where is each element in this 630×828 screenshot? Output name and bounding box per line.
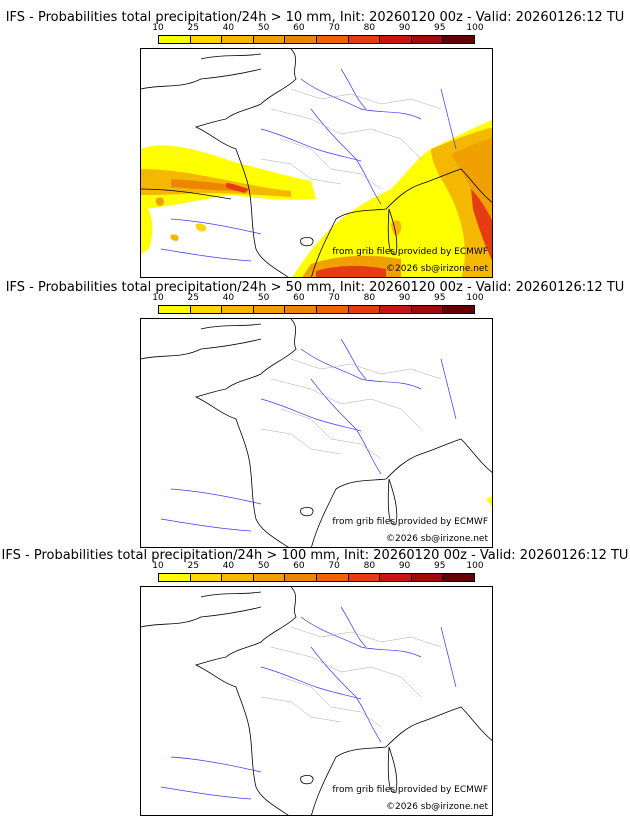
legend-swatch [443,306,474,313]
source-credit: from grib files provided by ECMWF [332,517,488,527]
admin-borders [260,88,442,190]
legend-label: 60 [293,23,305,33]
legend-bar [158,573,475,582]
rivers [160,606,457,800]
legend-swatch [222,306,254,313]
map-svg [141,49,492,277]
legend-bar [158,305,475,314]
legend-swatch [348,306,381,313]
copyright-credit: ©2026 sb@irizone.net [386,534,488,544]
legend-labels: 10 25 40 50 60 70 80 90 95 100 [152,561,483,573]
legend-swatch [380,36,412,43]
color-legend: 10 25 40 50 60 70 80 90 95 100 [152,561,484,585]
legend-swatch [348,36,381,43]
legend-label: 40 [222,561,235,571]
legend-label: 90 [398,23,411,33]
panel-10mm: IFS - Probabilities total precipitation/… [0,10,630,278]
rivers [160,68,457,262]
legend-label: 10 [152,23,164,33]
legend-swatch [380,306,412,313]
legend-label: 60 [293,561,305,571]
legend-label: 40 [222,23,235,33]
legend-swatch [190,36,223,43]
color-legend: 10 25 40 50 60 70 80 90 95 100 [152,293,484,317]
precip-probability-map: from grib files provided by ECMWF ©2026 … [140,48,493,278]
panel-title: IFS - Probabilities total precipitation/… [1,548,629,563]
panel-title: IFS - Probabilities total precipitation/… [5,10,625,25]
admin-borders [260,358,442,460]
legend-swatch [190,306,223,313]
copyright-credit: ©2026 sb@irizone.net [386,264,488,274]
legend-label: 70 [328,561,340,571]
source-credit: from grib files provided by ECMWF [332,247,488,257]
legend-swatch [253,36,286,43]
map-svg [141,319,492,547]
legend-label: 100 [466,561,484,571]
legend-swatch [159,306,191,313]
admin-borders [260,626,442,728]
legend-label: 40 [222,293,235,303]
legend-label: 80 [363,561,376,571]
legend-labels: 10 25 40 50 60 70 80 90 95 100 [152,23,483,35]
legend-label: 95 [434,561,446,571]
precip-probability-map: from grib files provided by ECMWF ©2026 … [140,586,493,816]
legend-label: 90 [398,561,411,571]
coastlines [141,587,492,815]
legend-swatch [380,574,412,581]
legend-swatch [222,574,254,581]
precip-field [141,119,492,277]
legend-swatch [443,36,474,43]
panel-title: IFS - Probabilities total precipitation/… [5,280,625,295]
legend-swatch [411,306,444,313]
legend-swatch [316,574,349,581]
legend-label: 70 [328,23,340,33]
legend-swatch [316,306,349,313]
legend-label: 50 [257,561,270,571]
legend-swatch [411,574,444,581]
legend-swatch [159,574,191,581]
precip-field [486,496,492,507]
legend-swatch [253,574,286,581]
legend-swatch [190,574,223,581]
legend-label: 100 [466,293,484,303]
map-svg [141,587,492,815]
legend-swatch [411,36,444,43]
legend-swatch [316,36,349,43]
legend-swatch [253,306,286,313]
legend-label: 95 [434,23,446,33]
legend-bar [158,35,475,44]
legend-label: 25 [187,293,199,303]
legend-label: 80 [363,293,376,303]
legend-label: 95 [434,293,446,303]
panel-50mm: IFS - Probabilities total precipitation/… [0,280,630,548]
legend-swatch [285,306,317,313]
legend-label: 60 [293,293,305,303]
legend-swatch [285,36,317,43]
coastlines [141,49,492,277]
panel-100mm: IFS - Probabilities total precipitation/… [0,548,630,816]
legend-swatch [159,36,191,43]
coastlines [141,319,492,547]
rivers [160,338,457,532]
precip-probability-map: from grib files provided by ECMWF ©2026 … [140,318,493,548]
legend-label: 10 [152,293,164,303]
legend-label: 50 [257,293,270,303]
legend-swatch [285,574,317,581]
legend-swatch [222,36,254,43]
legend-labels: 10 25 40 50 60 70 80 90 95 100 [152,293,483,305]
legend-label: 10 [152,561,164,571]
copyright-credit: ©2026 sb@irizone.net [386,802,488,812]
legend-label: 100 [466,23,484,33]
legend-label: 25 [187,23,199,33]
legend-label: 50 [257,23,270,33]
source-credit: from grib files provided by ECMWF [332,785,488,795]
legend-label: 70 [328,293,340,303]
color-legend: 10 25 40 50 60 70 80 90 95 100 [152,23,484,47]
legend-label: 25 [187,561,199,571]
legend-swatch [348,574,381,581]
legend-label: 80 [363,23,376,33]
legend-label: 90 [398,293,411,303]
legend-swatch [443,574,474,581]
